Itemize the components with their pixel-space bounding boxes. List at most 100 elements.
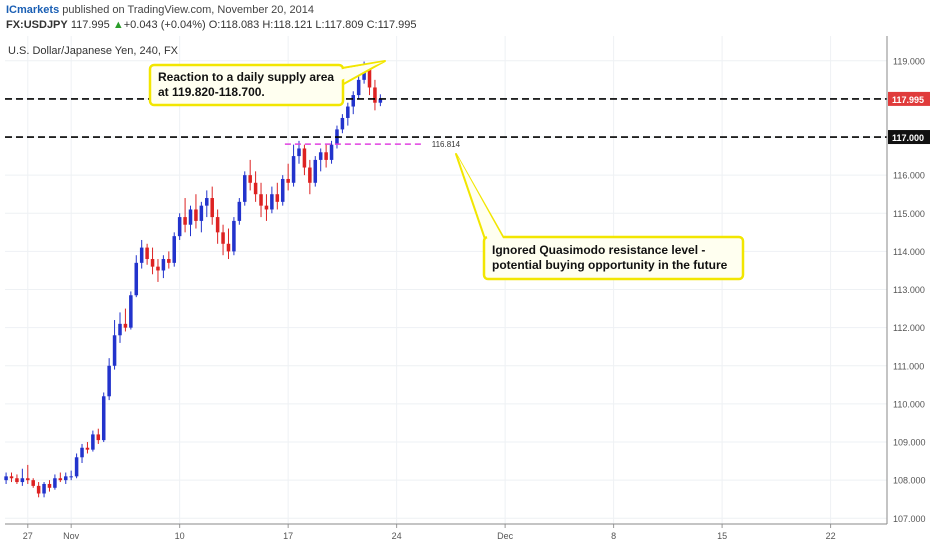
quasimodo-note-line: Ignored Quasimodo resistance level - [492,243,705,257]
last-price-tag [888,91,930,106]
candle [134,255,139,298]
candle [329,140,334,164]
candle [318,148,323,172]
x-tick-label: Dec [497,531,514,541]
candle [20,468,25,486]
candle [242,171,247,206]
y-tick-label: 119.000 [893,56,925,66]
candle [80,443,84,463]
candle [237,198,242,225]
candle [91,430,95,452]
candle [308,159,312,195]
candle [373,79,377,111]
candle [74,453,79,479]
x-tick-label: 8 [611,531,616,541]
candle [253,171,258,202]
x-tick-label: Nov [63,531,80,541]
y-tick-label: 107.000 [893,514,926,524]
candle [69,470,73,481]
candle [129,291,133,330]
candle [248,159,252,191]
x-tick-label: 24 [392,531,402,541]
ohlc-line: FX:USDJPY 117.995 ▲+0.043 (+0.04%) O:118… [6,19,417,31]
symbol-label: FX:USDJPY [6,19,68,31]
candle [150,247,155,275]
candle [194,194,198,229]
x-tick-label: 27 [23,531,33,541]
publish-line: ICmarkets published on TradingView.com, … [6,4,314,16]
candle [36,482,41,498]
price-change: +0.043 (+0.04%) [123,19,206,31]
candle [199,201,204,233]
candle [118,312,122,343]
candle [226,228,231,260]
candle [286,163,290,191]
x-tick-label: 22 [826,531,836,541]
y-tick-label: 116.000 [893,171,925,181]
y-tick-label: 112.000 [893,323,925,333]
candle [123,308,128,332]
candle [26,464,30,484]
candle [85,442,90,454]
chart-title: U.S. Dollar/Japanese Yen, 240, FX [8,45,179,57]
y-tick-label: 108.000 [893,476,926,486]
level-price-tag-label: 117.000 [892,133,924,143]
candle [221,224,225,256]
candle [183,198,187,233]
last-price: 117.995 [70,19,110,31]
candle [346,102,350,126]
brand-name[interactable]: ICmarkets [6,4,60,16]
candle [167,251,171,269]
candle [15,474,19,484]
quasimodo-level-label: 116.814 [432,140,461,149]
candle [107,358,111,401]
publish-info: published on TradingView.com, November 2… [62,4,314,16]
candle [264,194,269,221]
candle [210,186,214,225]
y-tick-label: 111.000 [893,361,924,371]
candle [156,259,160,282]
candle [275,182,280,210]
candle [31,478,35,488]
price-chart[interactable]: 116.814 107.000 108.000 109.000 110.000 111.… [0,36,932,550]
last-price-tag-label: 117.995 [892,95,924,105]
candle [47,480,52,492]
candle [356,76,361,99]
candle [232,217,236,256]
high-value: H:118.121 [262,19,313,31]
candle [302,144,307,176]
candle [161,255,166,279]
x-tick-label: 10 [175,531,185,541]
y-tick-label: 115.000 [893,209,925,219]
candle [259,182,263,218]
low-value: L:117.809 [315,19,364,31]
supply-note-line: at 119.820-118.700. [158,85,265,99]
quasimodo-note: Ignored Quasimodo resistance level -pote… [455,153,745,281]
axes-layer: 107.000 108.000 109.000 110.000 111.000 112.0… [5,36,930,541]
candle [215,209,220,244]
quasimodo-note-line: potential buying opportunity in the futu… [492,258,728,272]
close-value: C:117.995 [366,19,417,31]
y-tick-label: 110.000 [893,399,925,409]
candle [177,213,182,240]
up-arrow-icon: ▲ [112,19,124,31]
candle [53,474,57,490]
candle [313,156,318,187]
candle [205,190,209,218]
candle [351,91,356,115]
candle [340,114,345,134]
candle [96,428,101,444]
candle [4,472,8,484]
candle [58,472,63,483]
candle [9,472,14,483]
candle [188,205,193,237]
candle [101,392,106,443]
candle [139,239,144,269]
x-tick-label: 17 [283,531,293,541]
candle [378,94,383,107]
x-tick-label: 15 [717,531,727,541]
chart-header: ICmarkets published on TradingView.com, … [0,0,932,36]
candle [270,186,274,214]
